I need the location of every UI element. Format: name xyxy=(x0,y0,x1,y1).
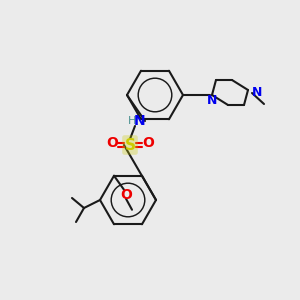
Text: O: O xyxy=(120,188,132,202)
Text: S: S xyxy=(124,137,136,152)
Text: N: N xyxy=(134,114,146,128)
Text: H: H xyxy=(128,116,136,126)
Text: N: N xyxy=(252,86,262,100)
Text: N: N xyxy=(207,94,217,106)
Text: O: O xyxy=(142,136,154,150)
Text: O: O xyxy=(106,136,118,150)
